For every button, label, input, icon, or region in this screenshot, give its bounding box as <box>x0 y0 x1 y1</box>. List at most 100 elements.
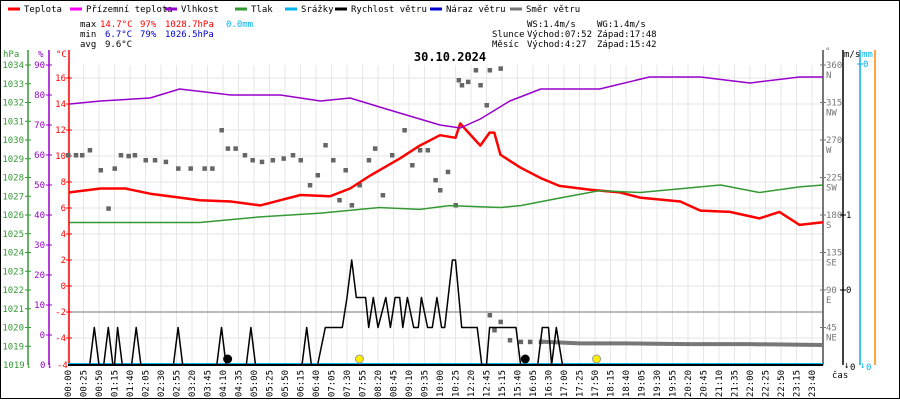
humidity-min-label: 0 <box>40 361 45 371</box>
direction-compass-label: E <box>826 296 831 306</box>
x-tick-label: 17:50 <box>591 370 601 397</box>
direction-compass-label: N <box>826 71 831 81</box>
legend-label: Rychlost větru <box>351 5 427 15</box>
x-tick-label: 09:10 <box>405 370 415 397</box>
wind-direction-point <box>331 158 336 163</box>
sunset-icon <box>592 354 602 364</box>
x-tick-label: 15:40 <box>514 370 524 397</box>
x-tick-label: 19:30 <box>653 370 663 397</box>
wind-direction-point <box>507 338 513 343</box>
wind-direction-point <box>202 166 207 171</box>
wind-direction-point <box>389 153 395 158</box>
x-tick-label: 22:25 <box>762 370 772 397</box>
wind-gust-stat: WG:1.4m/s <box>597 20 646 30</box>
wind-direction-point <box>433 178 438 183</box>
legend-label: Náraz větru <box>446 5 506 15</box>
wind-direction-point <box>459 83 465 88</box>
wind-direction-point <box>487 68 493 73</box>
wind-direction-point <box>79 153 85 158</box>
x-tick-label: 22:50 <box>777 370 787 397</box>
x-tick-label: 02:30 <box>157 370 167 397</box>
direction-tick-label: 315 <box>826 99 842 109</box>
wind-direction-band <box>540 339 823 347</box>
series-line-1 <box>69 76 823 129</box>
pressure-tick-label: 1029 <box>2 155 24 165</box>
moon-rise-icon <box>223 354 233 364</box>
temperature-tick-label: 6 <box>61 204 66 214</box>
wind-direction-point <box>188 166 193 171</box>
temperature-tick-label: -2 <box>55 308 66 318</box>
series-layer <box>66 66 824 366</box>
wind-min-label: 0 <box>850 363 855 373</box>
wind-direction-point <box>132 153 138 158</box>
min-humidity: 79% <box>140 30 157 40</box>
wind-tick-label: 0 <box>846 286 851 296</box>
wind-direction-point <box>445 169 451 175</box>
temperature-tick-label: 16 <box>55 74 66 84</box>
pressure-tick-label: 1032 <box>2 99 24 109</box>
x-tick-label: 05:50 <box>281 370 291 397</box>
min-label: min <box>80 30 96 40</box>
x-tick-label: 03:45 <box>204 370 214 397</box>
pressure-min-label: 1019 <box>3 361 25 371</box>
pressure-tick-label: 1026 <box>2 211 24 221</box>
moon-set: Západ:15:42 <box>597 40 657 50</box>
x-tick-label: 18:40 <box>622 370 632 397</box>
legend-label: Teplota <box>24 5 62 15</box>
x-axis-label: čas <box>832 370 848 381</box>
temperature-tick-label: 4 <box>61 230 66 240</box>
moon-set-icon <box>520 354 530 364</box>
wind-direction-point <box>438 188 443 193</box>
x-tick-label: 00:50 <box>95 370 105 397</box>
wind-direction-point <box>270 158 276 163</box>
humidity-tick-label: 90 <box>34 61 45 71</box>
max-label: max <box>80 20 97 30</box>
wind-direction-point <box>126 153 131 159</box>
wind-direction-point <box>357 183 362 188</box>
stats-block: max 14.7°C 97% 1028.7hPa 0.0mm min 6.7°C… <box>80 20 657 50</box>
temperature-tick-label: 14 <box>55 100 66 110</box>
grid <box>67 65 823 365</box>
avg-temp: 9.6°C <box>105 40 132 50</box>
direction-tick-label: 225 <box>826 174 842 184</box>
wind-direction-point <box>417 148 423 153</box>
wind-direction-point <box>233 146 238 151</box>
x-tick-label: 00:00 <box>64 370 74 397</box>
direction-tick-label: 270 <box>826 136 842 146</box>
direction-compass-label: W <box>826 146 832 156</box>
x-tick-label: 21:10 <box>715 370 725 397</box>
x-tick-label: 04:10 <box>219 370 229 397</box>
wind-direction-point <box>152 158 158 163</box>
wind-direction-point <box>118 153 124 158</box>
x-tick-label: 19:55 <box>669 370 679 397</box>
x-tick-label: 19:05 <box>638 370 648 397</box>
x-tick-label: 16:30 <box>545 370 555 397</box>
wind-direction-point <box>176 166 181 171</box>
temperature-tick-label: 12 <box>55 126 66 136</box>
wind-direction-point <box>66 153 71 158</box>
axes: 1019102010211022102310241025102610271028… <box>2 47 876 381</box>
wind-direction-point <box>315 173 321 178</box>
max-humidity: 97% <box>140 20 157 30</box>
direction-compass-label: NW <box>826 109 837 119</box>
sun-label: Slunce <box>492 30 525 40</box>
x-tick-label: 00:25 <box>80 370 90 397</box>
wind-direction-point <box>259 159 265 165</box>
humidity-tick-label: 40 <box>34 211 45 221</box>
pressure-tick-label: 1031 <box>2 117 24 127</box>
pressure-tick-label: 1033 <box>2 80 24 90</box>
legend-label: Přízemní teplota <box>86 5 173 15</box>
x-tick-label: 16:05 <box>529 370 539 397</box>
down-arrow-icon: ↓ <box>860 361 865 371</box>
moon-rise: Východ:4:27 <box>527 40 587 50</box>
x-tick-label: 09:35 <box>421 370 431 397</box>
wind-direction-point <box>478 83 483 88</box>
wind-direction-point <box>210 166 215 171</box>
direction-tick-label: 180 <box>826 211 842 221</box>
min-pressure: 1026.5hPa <box>165 30 214 40</box>
wind-direction-point <box>492 328 497 333</box>
wind-direction-point <box>112 166 117 171</box>
x-tick-label: 05:25 <box>266 370 276 397</box>
wind-unit: m/s <box>844 50 860 60</box>
